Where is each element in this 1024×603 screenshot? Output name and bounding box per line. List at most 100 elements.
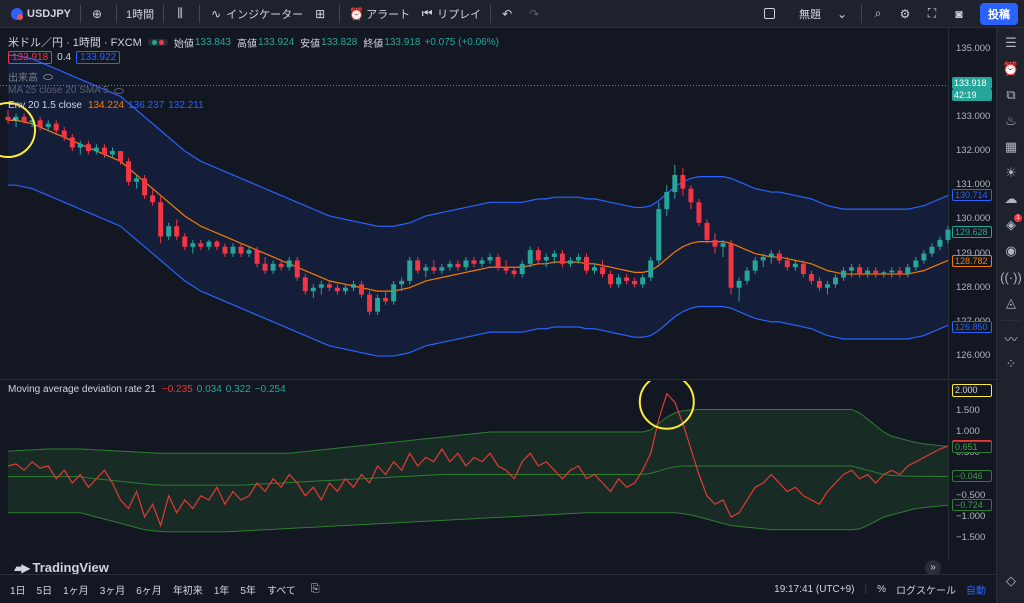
search-button[interactable]: ⌕ [866,3,893,25]
candle-body [768,253,774,257]
oscillator-axis-badge: 0.651 [952,440,992,453]
publish-button[interactable]: 投稿 [980,2,1018,25]
current-price-badge: 133.918 [952,77,992,90]
dots-grid-icon: ⁘ [1005,356,1017,371]
candle-body [238,246,244,254]
watchlist-button[interactable]: ☰ [997,30,1024,56]
candle-body [728,243,734,288]
fullscreen-button[interactable]: ⛶ [920,3,947,25]
sell-price-button[interactable]: 133.918 [8,51,53,64]
alert-button[interactable]: ⏰ アラート [344,3,415,25]
symbol-label: USDJPY [27,7,72,20]
compare-symbol-button[interactable]: ⊕ [85,3,112,25]
indicators-button[interactable]: ∿ インジケーター [204,3,308,25]
streams-button[interactable]: ◉ [997,238,1024,264]
camera-icon: ◙ [955,6,963,21]
right-sidebar: ☰ ⏰ ⧉ ♨ ▦ ☀ ☁ ◈ 1 ◉ ((·)) ◬ 〰 ⁘ ◇ [996,28,1024,603]
log-scale-toggle[interactable]: ログスケール [896,585,956,597]
replay-button[interactable]: ⏮ リプレイ [415,3,486,25]
clock-display[interactable]: 19:17:41 (UTC+9) [774,583,855,595]
range-button[interactable]: 6ヶ月 [136,585,162,597]
chats-button[interactable]: ☁ [997,186,1024,212]
undo-button[interactable]: ↶ [495,3,522,25]
chat-bubble-icon: ☁ [1004,191,1018,206]
candle-body [310,287,316,292]
goto-date-button[interactable]: ⎘ [310,582,320,595]
layout-toggle-button[interactable] [759,3,780,25]
candle-body [142,178,148,196]
trend-icon: 〰 [1004,331,1018,347]
scroll-to-realtime-button[interactable]: » [925,560,941,576]
layout-name-dropdown[interactable]: 無題 ⌄ [794,3,857,25]
candle-body [423,267,429,271]
range-button[interactable]: 1日 [10,585,26,597]
alerts-button[interactable]: ⏰ [997,56,1024,82]
range-button[interactable]: 5日 [36,585,53,597]
close-value: 133.918 [384,36,421,48]
ma-legend[interactable]: MA 25 close 20 SMA 5 [8,85,124,96]
interval-button[interactable]: 1時間 [126,8,155,21]
range-button[interactable]: 年初来 [172,585,203,597]
range-button[interactable]: 1年 [213,585,230,597]
oscillator-lower-line [8,504,949,533]
candle-body [648,260,654,278]
indicators-icon: ∿ [211,6,222,21]
oscillator-legend[interactable]: Moving average deviation rate 21 −0.235 … [8,384,286,395]
signal-button[interactable]: ((·)) [997,264,1024,290]
candle-body [688,188,694,203]
chart-area[interactable]: 米ドル／円 · 1時間 · FXCM 始値 133.843 高値 133.924 安… [0,28,996,595]
tradingview-logo[interactable]: ▰▶ TradingView [14,560,109,575]
candle-body [222,246,228,254]
settings-button[interactable]: ⚙ [893,3,920,25]
candle-body [69,137,75,148]
candle-body [463,260,469,268]
bottom-right-controls: 19:17:41 (UTC+9) | % ログスケール 自動 [764,582,986,597]
volume-legend[interactable]: 出来高 [8,69,53,84]
eye-hidden-icon[interactable] [113,87,124,94]
hotlists-button[interactable]: ♨ [997,108,1024,134]
eye-hidden-icon[interactable] [43,73,53,80]
candle-body [455,263,461,268]
candle-body [776,253,782,261]
layers-panel-button[interactable]: ◇ [997,568,1024,594]
symbol-search[interactable]: USDJPY [6,3,76,25]
candle-body [383,297,389,302]
candle-body [230,246,236,254]
main-price-pane[interactable] [0,28,996,380]
help-button[interactable]: ◬ [997,290,1024,316]
trend-tool-button[interactable]: 〰 [997,325,1024,351]
templates-button[interactable]: ⊞ [308,3,335,25]
range-button[interactable]: 3ヶ月 [99,585,126,597]
redo-button[interactable]: ↷ [522,3,549,25]
snapshot-button[interactable]: ◙ [947,3,974,25]
status-dot [158,39,164,45]
candle-body [720,243,726,247]
candle-body [857,267,863,275]
alert-label: アラート [366,8,411,21]
pattern-tool-button[interactable]: ⁘ [997,351,1024,377]
calendar-button[interactable]: ▦ [997,134,1024,160]
candle-body [391,284,397,302]
ideas-button[interactable]: ☀ [997,160,1024,186]
notification-badge: 1 [1014,214,1022,222]
candle-body [342,287,348,292]
oscillator-middle-line [8,465,948,486]
percent-toggle[interactable]: % [877,583,886,595]
object-tree-button[interactable]: ⧉ [997,82,1024,108]
auto-scale-toggle[interactable]: 自動 [966,585,986,597]
candle-body [800,263,806,275]
envelope-legend[interactable]: Env 20 1.5 close 134.224 136.237 132.211 [8,100,204,111]
chart-type-button[interactable]: ⫼ [168,3,195,25]
range-button[interactable]: すべて [266,585,296,597]
price-tick-label: 133.000 [956,110,991,122]
envelope-fill [8,55,948,357]
range-button[interactable]: 5年 [240,585,256,597]
oscillator-pane[interactable] [0,381,996,561]
envelope-upper-value: 136.237 [128,100,165,111]
buy-price-button[interactable]: 133.922 [76,51,121,64]
range-button[interactable]: 1ヶ月 [63,585,89,597]
candle-body [262,263,268,271]
notifications-button[interactable]: ◈ 1 [997,212,1024,238]
legend-collapse-button[interactable]: ^ [12,116,17,126]
candle-body [182,236,188,247]
